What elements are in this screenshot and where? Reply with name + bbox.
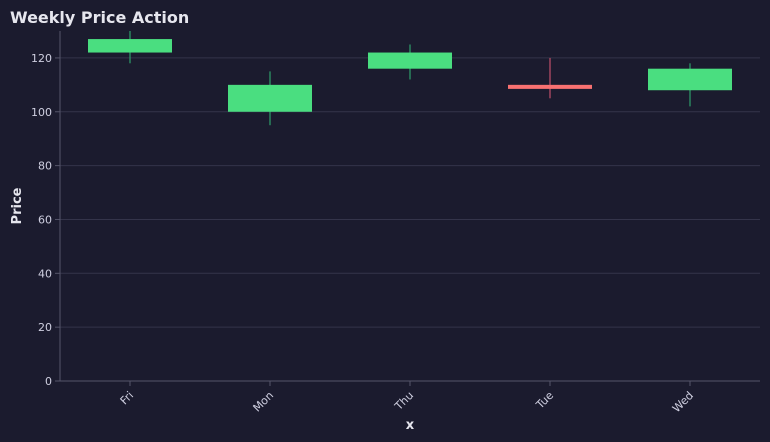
y-tick-label: 40: [38, 267, 52, 280]
y-tick-label: 20: [38, 321, 52, 334]
candle-body: [508, 84, 592, 89]
candle-body: [648, 68, 732, 91]
y-tick-label: 100: [31, 106, 52, 119]
candles: [88, 31, 732, 126]
x-axis-label: x: [406, 418, 415, 433]
y-axis-ticks: 0 20 40 60 80 100 120: [31, 52, 60, 388]
candle-tue: [508, 57, 592, 99]
y-tick-label: 80: [38, 160, 52, 173]
candle-mon: [228, 71, 312, 126]
candle-thu: [368, 44, 452, 80]
x-tick-label: Mon: [251, 389, 277, 415]
x-tick-label: Tue: [533, 389, 556, 412]
x-tick-label: Thu: [392, 389, 417, 414]
y-tick-label: 60: [38, 213, 52, 226]
chart-title: Weekly Price Action: [10, 8, 189, 27]
x-axis-ticks: Fri Mon Thu Tue Wed: [118, 381, 696, 415]
candle-wed: [648, 63, 732, 107]
candle-body: [368, 52, 452, 69]
y-tick-label: 120: [31, 52, 52, 65]
candle-body: [228, 84, 312, 112]
y-axis-label: Price: [10, 187, 25, 224]
x-tick-label: Wed: [670, 389, 696, 415]
candle-fri: [88, 31, 172, 64]
x-tick-label: Fri: [118, 389, 136, 407]
grid-lines: [60, 57, 760, 328]
y-tick-label: 0: [45, 375, 52, 388]
candle-body: [88, 39, 172, 53]
